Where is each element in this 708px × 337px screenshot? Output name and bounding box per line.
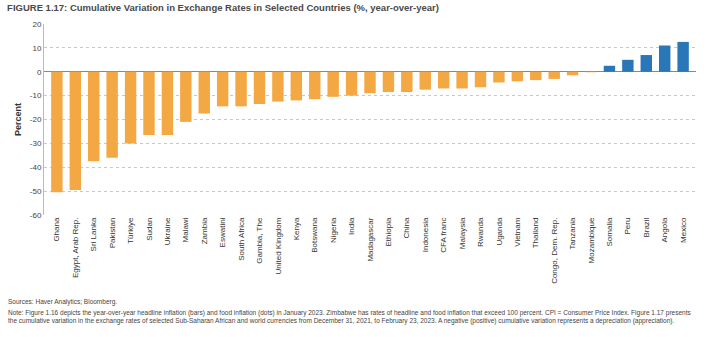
svg-text:South Africa: South Africa: [237, 217, 246, 261]
svg-text:United Kingdom: United Kingdom: [274, 217, 283, 274]
html-text:Note: Figure 1.16 depicts the: Note: Figure 1.16 depicts the year-over-…: [8, 309, 691, 324]
svg-text:Egypt, Arab Rep.: Egypt, Arab Rep.: [71, 218, 80, 278]
svg-text:-30: -30: [30, 139, 42, 148]
svg-text:Eswatini: Eswatini: [218, 217, 227, 247]
svg-text:Pakistan: Pakistan: [108, 218, 117, 249]
svg-text:Ukraine: Ukraine: [163, 217, 172, 245]
svg-text:Nigeria: Nigeria: [329, 217, 338, 243]
svg-text:Congo, Dem. Rep.: Congo, Dem. Rep.: [550, 218, 559, 284]
svg-text:Sudan: Sudan: [145, 218, 154, 241]
html-text:Sources: Haver Analytics; Bloo: Sources: Haver Analytics; Bloomberg.: [8, 298, 118, 305]
svg-text:Peru: Peru: [623, 218, 632, 235]
svg-text:Indonesia: Indonesia: [421, 217, 430, 252]
svg-text:China: China: [402, 217, 411, 238]
svg-text:FIGURE 1.17: Cumulative Variat: FIGURE 1.17: Cumulative Variation in Exc…: [7, 2, 439, 13]
svg-text:Türkiye: Türkiye: [126, 217, 135, 244]
svg-text:Percent: Percent: [13, 103, 23, 136]
svg-text:CFA franc: CFA franc: [439, 218, 448, 253]
svg-text:20: 20: [32, 20, 41, 29]
svg-text:-10: -10: [30, 91, 42, 100]
svg-text:Somalia: Somalia: [605, 217, 614, 246]
svg-text:Angola: Angola: [660, 217, 669, 242]
svg-text:Brazil: Brazil: [642, 217, 651, 237]
svg-text:Madagascar: Madagascar: [366, 217, 375, 261]
svg-text:Vietnam: Vietnam: [513, 217, 522, 247]
svg-text:Rwanda: Rwanda: [476, 217, 485, 247]
svg-text:Malaysia: Malaysia: [458, 217, 467, 249]
svg-text:Mozambique: Mozambique: [587, 217, 596, 263]
svg-text:Sri Lanka: Sri Lanka: [89, 217, 98, 251]
svg-text:Zambia: Zambia: [200, 217, 209, 244]
svg-text:Malawi: Malawi: [181, 217, 190, 242]
svg-text:-50: -50: [30, 187, 42, 196]
svg-text:Thailand: Thailand: [531, 218, 540, 249]
svg-text:Kenya: Kenya: [292, 217, 301, 240]
svg-text:10: 10: [32, 44, 41, 53]
svg-text:Uganda: Uganda: [495, 217, 504, 246]
svg-text:Botswana: Botswana: [310, 217, 319, 253]
svg-text:Mexico: Mexico: [679, 217, 688, 243]
svg-text:Ethiopia: Ethiopia: [384, 217, 393, 246]
svg-text:Tanzania: Tanzania: [568, 217, 577, 250]
svg-text:0: 0: [37, 68, 42, 77]
svg-text:Ghana: Ghana: [52, 217, 61, 242]
svg-text:-60: -60: [30, 211, 42, 220]
svg-text:-20: -20: [30, 115, 42, 124]
svg-text:India: India: [347, 217, 356, 235]
svg-text:Gambia, The: Gambia, The: [255, 217, 264, 264]
svg-text:-40: -40: [30, 163, 42, 172]
